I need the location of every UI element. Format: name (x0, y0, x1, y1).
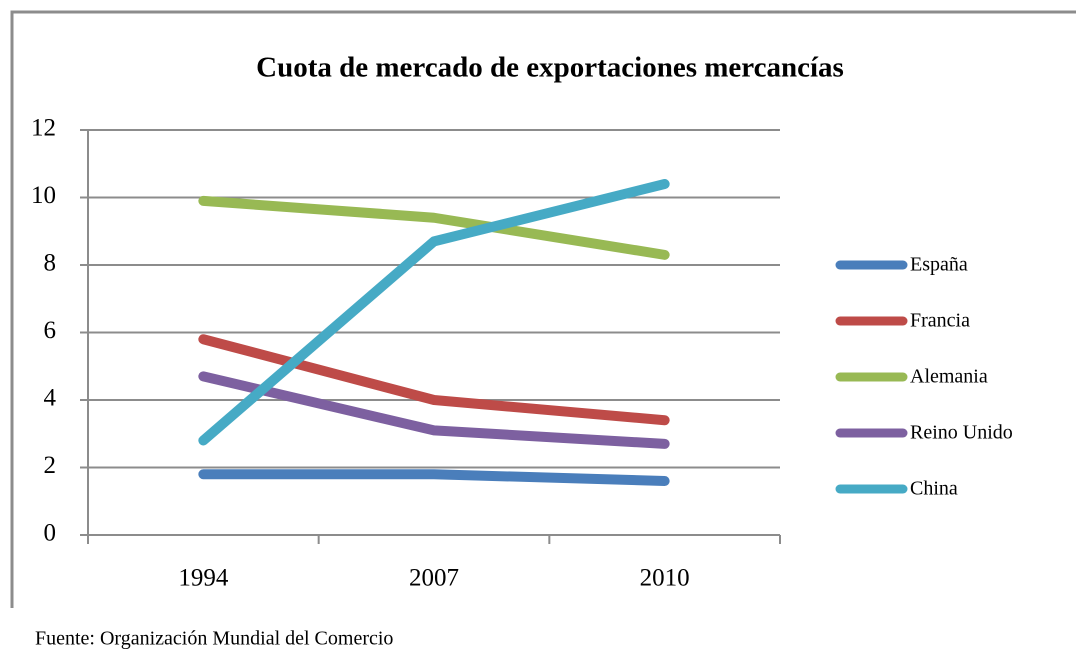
x-tick-label: 2010 (640, 565, 690, 592)
line-series (198, 371, 670, 449)
line-series (198, 469, 670, 486)
x-tick-label: 1994 (178, 565, 229, 592)
chart-title: Cuota de mercado de exportaciones mercan… (256, 52, 844, 84)
legend-label: Francia (910, 310, 970, 332)
legend-label: Reino Unido (910, 422, 1013, 444)
y-tick-label: 12 (31, 115, 56, 142)
source-note: Fuente: Organización Mundial del Comerci… (35, 628, 393, 650)
chart-border (10, 10, 1076, 608)
y-tick-label: 8 (44, 250, 57, 277)
y-tick-label: 6 (44, 317, 57, 344)
y-tick-label: 4 (44, 385, 57, 412)
y-tick-label: 0 (44, 520, 57, 547)
legend-label: España (910, 254, 968, 276)
legend-label: China (910, 478, 958, 500)
line-series (198, 195, 670, 260)
x-tick-label: 2007 (409, 565, 459, 592)
y-tick-label: 10 (31, 182, 56, 209)
line-series (198, 334, 670, 426)
legend-label: Alemania (910, 366, 988, 388)
y-tick-label: 2 (44, 452, 57, 479)
line-series (198, 179, 670, 446)
